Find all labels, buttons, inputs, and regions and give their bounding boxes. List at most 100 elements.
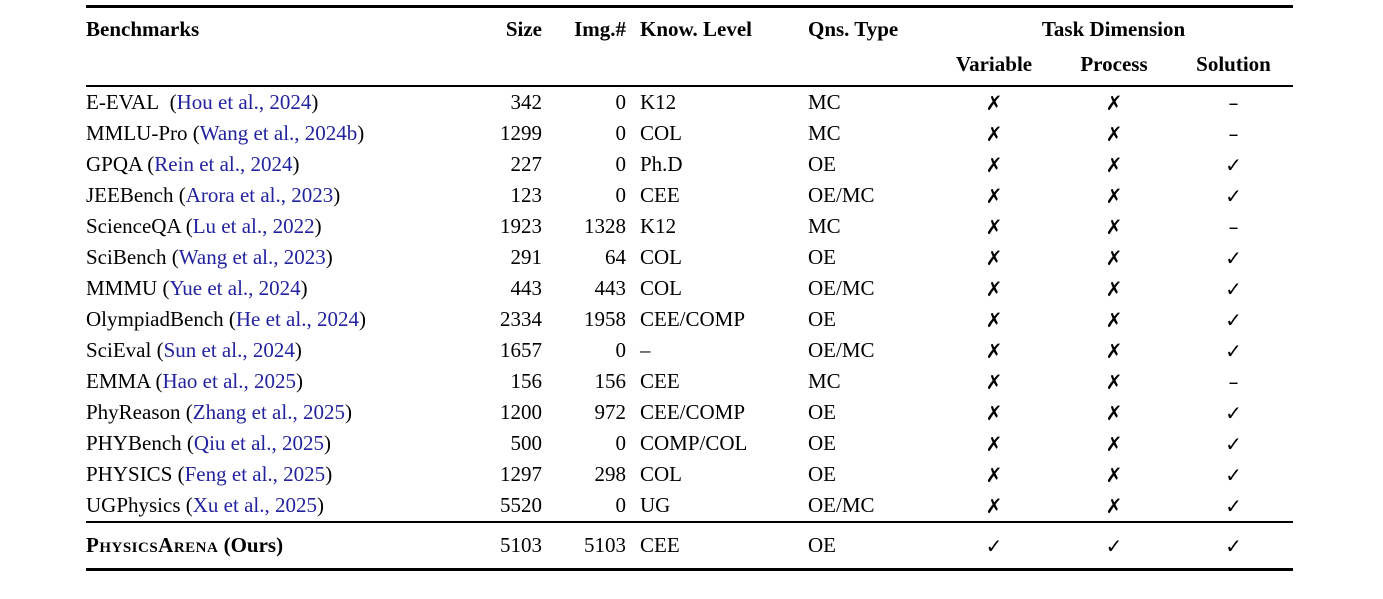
variable-mark: ✗ xyxy=(985,400,1003,425)
benchmark-row: GPQA (Rein et al., 2024) 227 0 Ph.D OE ✗… xyxy=(86,149,1293,180)
size-cell: 500 xyxy=(510,431,543,455)
solution-mark: ✓ xyxy=(1225,276,1242,301)
col-header-task-dimension: Task Dimension xyxy=(1041,17,1186,41)
benchmark-cell: OlympiadBench (He et al., 2024) xyxy=(86,304,476,335)
benchmark-row: PHYBench (Qiu et al., 2025) 500 0 COMP/C… xyxy=(86,428,1293,459)
qns-type-cell: MC xyxy=(808,369,841,393)
qns-type-cell: OE xyxy=(808,307,836,331)
citation-open-paren: ( xyxy=(150,369,163,393)
know-level-cell: Ph.D xyxy=(640,152,683,176)
citation-link[interactable]: Sun et al., 2024 xyxy=(163,338,295,362)
citation-link[interactable]: Zhang et al., 2025 xyxy=(192,400,345,424)
variable-mark: ✗ xyxy=(985,462,1003,487)
solution-mark: ✓ xyxy=(1225,462,1242,487)
solution-mark: ✓ xyxy=(1225,338,1242,363)
ours-size-cell: 5103 xyxy=(500,533,542,557)
citation-close-paren: ) xyxy=(323,431,331,455)
citation-link[interactable]: Hao et al., 2025 xyxy=(162,369,296,393)
qns-type-cell: OE xyxy=(808,400,836,424)
variable-mark: ✗ xyxy=(985,307,1003,332)
qns-type-cell: OE/MC xyxy=(808,276,875,300)
size-cell: 1299 xyxy=(500,121,542,145)
citation-link[interactable]: Wang et al., 2023 xyxy=(178,245,326,269)
citation-link[interactable]: Wang et al., 2024b xyxy=(199,121,358,145)
benchmark-cell: E-EVAL (Hou et al., 2024) xyxy=(86,86,476,118)
size-cell: 5520 xyxy=(500,493,542,517)
benchmark-name: OlympiadBench xyxy=(86,307,224,331)
img-count-cell: 0 xyxy=(615,338,627,362)
citation-close-paren: ) xyxy=(357,121,365,145)
citation-close-paren: ) xyxy=(333,183,341,207)
citation-open-paren: ( xyxy=(223,307,236,331)
qns-type-cell: OE/MC xyxy=(808,183,875,207)
citation-link[interactable]: Feng et al., 2025 xyxy=(184,462,326,486)
process-mark: ✗ xyxy=(1105,121,1123,146)
process-mark: ✗ xyxy=(1105,214,1123,239)
size-cell: 342 xyxy=(510,90,543,114)
citation-link[interactable]: Rein et al., 2024 xyxy=(154,152,293,176)
solution-mark: ✓ xyxy=(1225,152,1242,177)
citation-open-paren: ( xyxy=(180,214,193,238)
process-mark: ✗ xyxy=(1105,245,1123,270)
benchmark-cell: JEEBench (Arora et al., 2023) xyxy=(86,180,476,211)
qns-type-cell: OE xyxy=(808,245,836,269)
process-mark: ✗ xyxy=(1105,307,1123,332)
benchmark-row: JEEBench (Arora et al., 2023) 123 0 CEE … xyxy=(86,180,1293,211)
benchmark-cell: MMMU (Yue et al., 2024) xyxy=(86,273,476,304)
citation-link[interactable]: Lu et al., 2022 xyxy=(192,214,315,238)
size-cell: 1923 xyxy=(500,214,542,238)
citation-open-paren: ( xyxy=(180,493,193,517)
benchmark-row: EMMA (Hao et al., 2025) 156 156 CEE MC ✗… xyxy=(86,366,1293,397)
ours-know-level-cell: CEE xyxy=(640,533,680,557)
citation-link[interactable]: Hou et al., 2024 xyxy=(176,90,312,114)
size-cell: 156 xyxy=(510,369,543,393)
know-level-cell: K12 xyxy=(640,214,677,238)
citation-open-paren: ( xyxy=(151,338,164,362)
citation-close-paren: ) xyxy=(317,493,324,517)
know-level-cell: COL xyxy=(640,276,682,300)
benchmark-row: MMMU (Yue et al., 2024) 443 443 COL OE/M… xyxy=(86,273,1293,304)
citation-link[interactable]: Qiu et al., 2025 xyxy=(193,431,324,455)
img-count-cell: 1328 xyxy=(584,214,626,238)
size-cell: 1200 xyxy=(500,400,542,424)
img-count-cell: 972 xyxy=(594,400,627,424)
ours-solution-mark: ✓ xyxy=(1225,533,1242,558)
citation-close-paren: ) xyxy=(311,90,319,114)
benchmark-name: ScienceQA xyxy=(86,214,181,238)
col-header-size: Size xyxy=(505,17,542,41)
variable-mark: ✗ xyxy=(985,183,1003,208)
benchmark-name: E-EVAL xyxy=(86,90,165,114)
citation-close-paren: ) xyxy=(294,338,302,362)
citation-link[interactable]: He et al., 2024 xyxy=(235,307,359,331)
size-cell: 1657 xyxy=(500,338,542,362)
citation-open-paren: ( xyxy=(173,183,186,207)
benchmark-row: MMLU-Pro (Wang et al., 2024b) 1299 0 COL… xyxy=(86,118,1293,149)
ours-variable-mark: ✓ xyxy=(985,533,1003,558)
variable-mark: ✗ xyxy=(985,431,1003,456)
solution-mark: ✓ xyxy=(1225,431,1242,456)
citation-link[interactable]: Yue et al., 2024 xyxy=(169,276,301,300)
col-header-img-count: Img.# xyxy=(574,17,626,41)
img-count-cell: 64 xyxy=(605,245,626,269)
size-cell: 1297 xyxy=(500,462,542,486)
benchmark-row: E-EVAL (Hou et al., 2024) 342 0 K12 MC ✗… xyxy=(86,86,1293,118)
benchmark-name: PHYSICS xyxy=(86,462,173,486)
citation-close-paren: ) xyxy=(292,152,300,176)
know-level-cell: UG xyxy=(640,493,671,517)
benchmark-cell: GPQA (Rein et al., 2024) xyxy=(86,149,476,180)
citation-link[interactable]: Arora et al., 2023 xyxy=(185,183,334,207)
process-mark: ✗ xyxy=(1105,369,1123,394)
qns-type-cell: OE xyxy=(808,462,836,486)
citation-open-paren: ( xyxy=(164,90,177,114)
know-level-cell: COL xyxy=(640,245,682,269)
benchmark-name: SciBench xyxy=(86,245,167,269)
size-cell: 2334 xyxy=(500,307,542,331)
citation-link[interactable]: Xu et al., 2025 xyxy=(192,493,317,517)
benchmark-name: JEEBench xyxy=(86,183,174,207)
citation-open-paren: ( xyxy=(180,400,193,424)
know-level-cell: COL xyxy=(640,121,682,145)
variable-mark: ✗ xyxy=(985,152,1003,177)
qns-type-cell: MC xyxy=(808,90,841,114)
variable-mark: ✗ xyxy=(985,493,1003,518)
benchmark-name: MMLU-Pro xyxy=(86,121,188,145)
